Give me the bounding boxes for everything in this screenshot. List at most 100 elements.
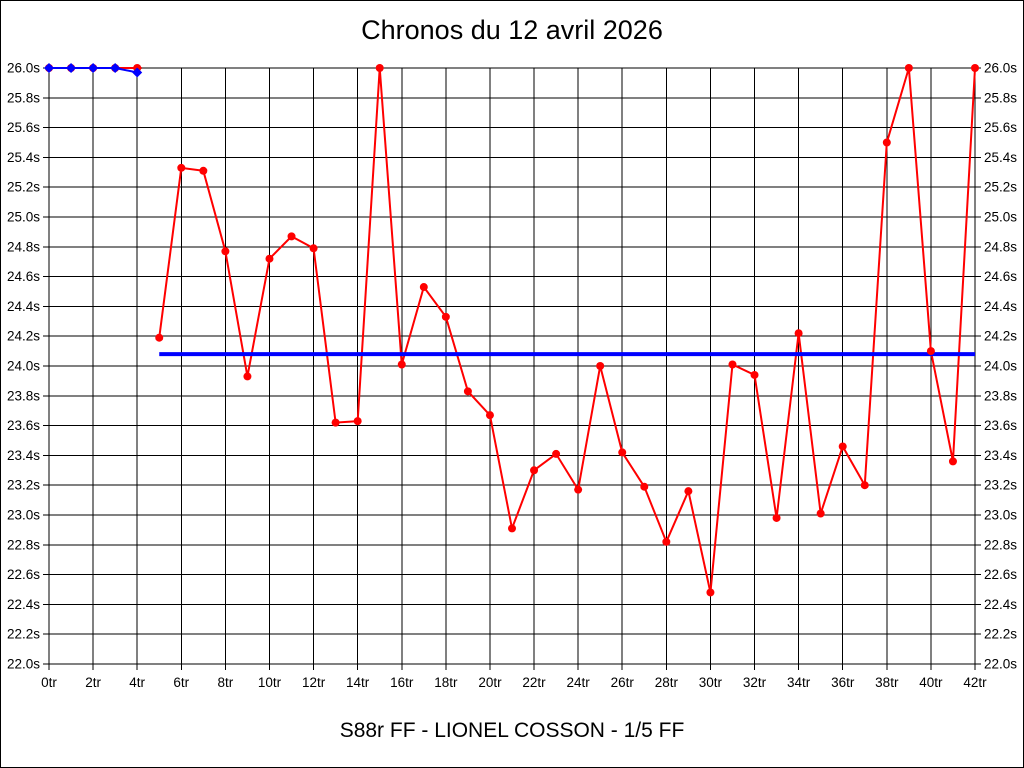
red-data-point xyxy=(684,487,693,496)
y-axis-label-right: 22.4s xyxy=(984,597,1017,612)
red-data-point xyxy=(948,457,957,466)
red-data-point xyxy=(309,244,318,253)
y-axis-label-right: 25.4s xyxy=(984,150,1017,165)
y-axis-label-right: 25.6s xyxy=(984,120,1017,135)
y-axis-label-left: 23.8s xyxy=(7,388,40,403)
y-axis-label-left: 23.6s xyxy=(7,418,40,433)
y-axis-label-left: 23.0s xyxy=(7,508,40,523)
y-axis-label-right: 24.4s xyxy=(984,299,1017,314)
x-axis-label: 38tr xyxy=(875,675,899,690)
blue-start-marker xyxy=(44,63,54,73)
y-axis-label-right: 25.2s xyxy=(984,180,1017,195)
y-axis-label-right: 23.8s xyxy=(984,388,1017,403)
red-data-point xyxy=(441,312,450,321)
red-data-point xyxy=(508,524,516,533)
x-axis-label: 12tr xyxy=(302,675,326,690)
red-data-point xyxy=(574,485,583,494)
y-axis-label-left: 23.4s xyxy=(7,448,40,463)
y-axis-label-right: 23.0s xyxy=(984,508,1017,523)
red-data-point xyxy=(155,333,164,342)
red-data-point xyxy=(640,482,649,491)
red-data-point xyxy=(375,64,384,72)
x-axis-label: 36tr xyxy=(831,675,855,690)
x-axis-label: 2tr xyxy=(85,675,101,690)
x-axis-label: 6tr xyxy=(173,675,189,690)
y-axis-label-right: 24.6s xyxy=(984,269,1017,284)
red-data-point xyxy=(419,283,428,292)
y-axis-label-left: 22.4s xyxy=(7,597,40,612)
y-axis-label-right: 24.2s xyxy=(984,329,1017,344)
y-axis-label-right: 22.0s xyxy=(984,657,1017,672)
y-axis-label-left: 22.2s xyxy=(7,627,40,642)
y-axis-label-right: 26.0s xyxy=(984,61,1017,76)
red-data-point xyxy=(838,442,847,451)
x-axis-label: 8tr xyxy=(217,675,233,690)
x-axis-label: 18tr xyxy=(434,675,458,690)
red-data-point xyxy=(926,347,935,356)
red-data-point xyxy=(485,411,494,420)
y-axis-label-right: 22.6s xyxy=(984,567,1017,582)
red-data-point xyxy=(618,448,627,457)
y-axis-label-left: 24.4s xyxy=(7,299,40,314)
red-series-line xyxy=(158,67,976,593)
x-axis-label: 40tr xyxy=(919,675,943,690)
red-data-point xyxy=(397,360,406,369)
red-data-point xyxy=(596,362,605,370)
y-axis-label-left: 22.0s xyxy=(7,657,40,672)
y-axis-label-left: 24.2s xyxy=(7,329,40,344)
red-data-point xyxy=(706,588,715,597)
red-data-point xyxy=(287,232,296,241)
y-axis-label-right: 25.8s xyxy=(984,90,1017,105)
chart-footer-caption: S88r FF - LIONEL COSSON - 1/5 FF xyxy=(339,719,685,742)
y-axis-label-left: 26.0s xyxy=(7,61,40,76)
x-axis-label: 22tr xyxy=(522,675,546,690)
red-data-point xyxy=(882,138,891,147)
x-axis-label: 34tr xyxy=(787,675,811,690)
y-axis-label-left: 25.0s xyxy=(7,210,40,225)
y-axis-label-left: 23.2s xyxy=(7,478,40,493)
chart-title: Chronos du 12 avril 2026 xyxy=(361,15,663,45)
y-axis-label-left: 24.6s xyxy=(7,269,40,284)
x-axis-label: 16tr xyxy=(390,675,414,690)
y-axis-label-right: 22.2s xyxy=(984,627,1017,642)
y-axis-label-left: 22.6s xyxy=(7,567,40,582)
blue-start-marker xyxy=(66,63,77,73)
x-axis-label: 28tr xyxy=(655,675,679,690)
blue-start-marker xyxy=(88,63,99,73)
x-axis-label: 14tr xyxy=(346,675,370,690)
x-axis-label: 32tr xyxy=(743,675,767,690)
y-axis-label-left: 25.2s xyxy=(7,180,40,195)
red-data-point xyxy=(552,449,561,458)
y-axis-label-left: 25.8s xyxy=(7,90,40,105)
y-axis-label-left: 24.8s xyxy=(7,239,40,254)
red-data-point xyxy=(463,387,472,396)
red-data-point xyxy=(904,64,913,72)
y-axis-label-right: 22.8s xyxy=(984,537,1017,552)
y-axis-label-right: 24.0s xyxy=(984,359,1017,374)
red-data-point xyxy=(860,481,869,490)
x-axis-label: 0tr xyxy=(41,675,57,690)
red-data-point xyxy=(750,370,759,379)
x-axis-label: 26tr xyxy=(611,675,635,690)
red-data-point xyxy=(199,166,208,175)
red-data-point xyxy=(971,64,979,72)
red-data-point xyxy=(177,163,186,172)
red-data-point xyxy=(221,247,230,256)
y-axis-label-right: 25.0s xyxy=(984,210,1017,225)
x-axis-label: 30tr xyxy=(699,675,723,690)
red-data-point xyxy=(243,372,252,381)
y-axis-label-left: 24.0s xyxy=(7,359,40,374)
y-axis-label-left: 25.6s xyxy=(7,120,40,135)
y-axis-label-right: 23.2s xyxy=(984,478,1017,493)
x-axis-label: 4tr xyxy=(129,675,145,690)
y-axis-label-right: 23.6s xyxy=(984,418,1017,433)
x-axis-label: 42tr xyxy=(963,675,987,690)
red-data-point xyxy=(353,417,362,426)
x-axis-label: 20tr xyxy=(478,675,502,690)
red-data-point xyxy=(728,360,737,369)
red-data-point xyxy=(794,329,803,338)
red-data-point xyxy=(265,254,274,263)
x-axis-label: 24tr xyxy=(567,675,591,690)
